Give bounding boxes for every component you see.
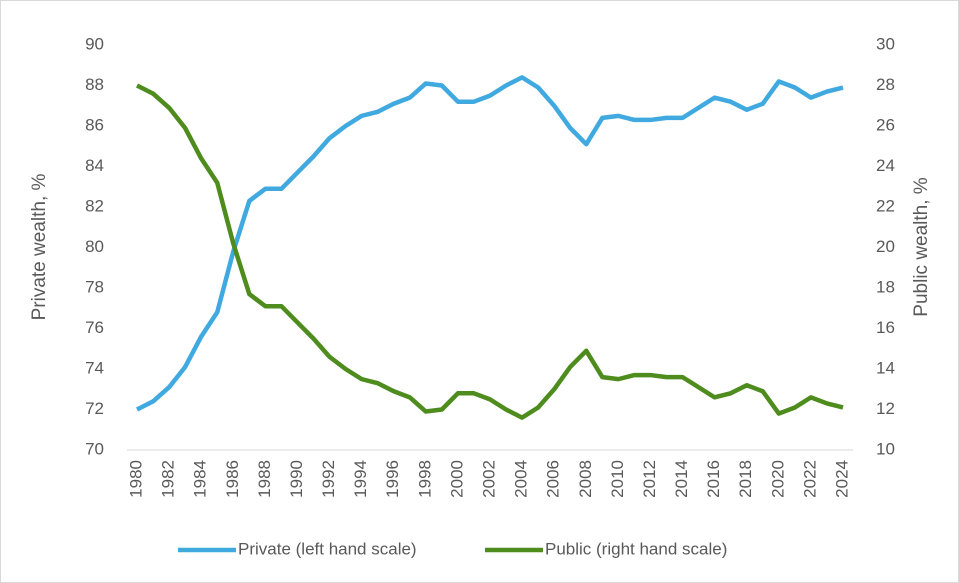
y2-tick-label: 28 (876, 75, 895, 94)
y-tick-label: 76 (85, 318, 104, 337)
x-tick-label: 2004 (512, 460, 531, 498)
legend-label: Public (right hand scale) (545, 539, 727, 558)
y-tick-label: 74 (85, 358, 104, 377)
x-tick-label: 2006 (544, 460, 563, 498)
x-tick-label: 2002 (479, 460, 498, 498)
x-tick-label: 2020 (768, 460, 787, 498)
x-tick-label: 1992 (319, 460, 338, 498)
x-tick-label: 2014 (672, 460, 691, 498)
y-tick-label: 82 (85, 196, 104, 215)
y2-tick-label: 12 (876, 399, 895, 418)
x-tick-label: 2024 (832, 460, 851, 498)
y2-tick-label: 26 (876, 115, 895, 134)
y-tick-label: 78 (85, 277, 104, 296)
x-tick-label: 1988 (255, 460, 274, 498)
y2-tick-label: 16 (876, 318, 895, 337)
x-tick-label: 2022 (800, 460, 819, 498)
x-tick-label: 2016 (704, 460, 723, 498)
x-tick-label: 1996 (383, 460, 402, 498)
y2-tick-label: 14 (876, 358, 895, 377)
x-tick-label: 1986 (223, 460, 242, 498)
y-tick-label: 80 (85, 237, 104, 256)
y-tick-label: 70 (85, 439, 104, 458)
series-line (135, 75, 844, 412)
x-tick-label: 1982 (159, 460, 178, 498)
y-tick-label: 84 (85, 156, 104, 175)
y-tick-label: 90 (85, 34, 104, 53)
x-tick-label: 1998 (415, 460, 434, 498)
x-tick-label: 2000 (447, 460, 466, 498)
y-tick-label: 88 (85, 75, 104, 94)
x-tick-label: 1990 (287, 460, 306, 498)
y-axis-title: Private wealth, % (29, 174, 50, 321)
y-tick-label: 72 (85, 399, 104, 418)
y2-tick-label: 20 (876, 237, 895, 256)
series-line (135, 83, 844, 420)
y-tick-label: 86 (85, 115, 104, 134)
x-tick-label: 1984 (191, 460, 210, 498)
y2-tick-label: 24 (876, 156, 895, 175)
x-tick-label: 1980 (126, 460, 145, 498)
x-tick-label: 2012 (640, 460, 659, 498)
x-tick-label: 2008 (576, 460, 595, 498)
legend-label: Private (left hand scale) (238, 539, 417, 558)
y2-axis-title: Public wealth, % (911, 177, 932, 317)
y2-tick-label: 10 (876, 439, 895, 458)
y2-tick-label: 30 (876, 34, 895, 53)
y2-tick-label: 18 (876, 277, 895, 296)
y2-tick-label: 22 (876, 196, 895, 215)
x-tick-label: 1994 (351, 460, 370, 498)
x-tick-label: 2010 (608, 460, 627, 498)
x-tick-label: 2018 (736, 460, 755, 498)
